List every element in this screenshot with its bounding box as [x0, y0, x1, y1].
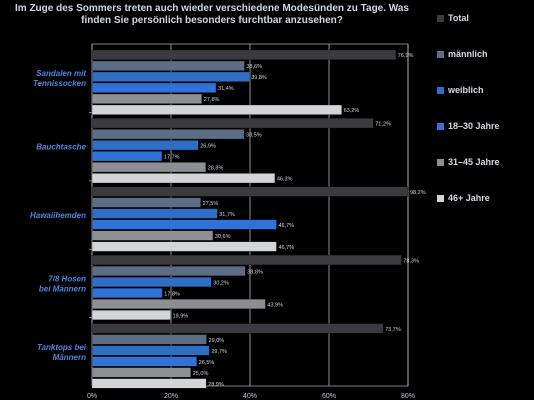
bar-1-0 — [91, 60, 245, 71]
legend-label: weiblich — [448, 85, 484, 95]
legend-swatch — [437, 86, 444, 94]
legend-item: Total — [437, 12, 500, 24]
legend-swatch — [437, 158, 444, 166]
category-label: Tennissocken — [33, 79, 86, 88]
chart-title: Im Zuge des Sommers treten auch wieder v… — [15, 3, 409, 26]
data-label: 30,6% — [215, 234, 231, 240]
bar-4-0 — [91, 93, 202, 104]
data-label: 31,7% — [219, 212, 235, 218]
legend-item: männlich — [437, 48, 500, 60]
data-label: 38,5% — [246, 133, 262, 139]
legend-label: 31–45 Jahre — [448, 157, 500, 167]
category-label: Tanktops bei — [37, 343, 87, 352]
data-label: 28,9% — [208, 382, 224, 388]
legend-label: 46+ Jahre — [448, 193, 490, 203]
bar-3-2 — [91, 219, 277, 230]
legend-label: Total — [448, 13, 469, 23]
data-label: 17,8% — [164, 291, 180, 297]
bar-4-3 — [91, 299, 266, 309]
bar-0-0 — [91, 49, 396, 60]
bar-5-4 — [91, 378, 207, 389]
bar-3-3 — [91, 288, 163, 298]
legend-label: männlich — [448, 49, 488, 59]
bar-4-2 — [91, 230, 214, 241]
legend-item: 18–30 Jahre — [437, 120, 500, 132]
data-label: 46,3% — [277, 177, 293, 183]
x-tick-label: 0% — [87, 393, 97, 400]
data-label: 63,2% — [344, 108, 360, 114]
bar-0-1 — [91, 118, 374, 129]
bar-2-3 — [91, 277, 212, 287]
legend-item: 46+ Jahre — [437, 192, 500, 204]
bar-1-3 — [91, 266, 246, 276]
category-label: 7/8 Hosen — [48, 274, 86, 283]
bar-5-3 — [91, 310, 171, 320]
data-label: 19,9% — [173, 313, 189, 319]
bar-5-0 — [91, 104, 342, 115]
x-tick-label: 60% — [322, 393, 336, 400]
data-label: 73,7% — [385, 327, 401, 333]
bar-0-4 — [91, 323, 384, 334]
data-label: 31,4% — [218, 86, 234, 92]
data-label: 46,7% — [278, 223, 294, 229]
category-label: Bauchtasche — [36, 143, 86, 152]
bar-2-1 — [91, 140, 199, 151]
bar-2-2 — [91, 208, 218, 219]
bar-0-2 — [91, 186, 409, 197]
bar-1-4 — [91, 334, 207, 345]
x-tick-label: 80% — [401, 393, 415, 400]
data-label: 39,8% — [251, 75, 267, 81]
data-label: 46,7% — [278, 245, 294, 251]
data-label: 71,2% — [375, 122, 391, 128]
bar-2-4 — [91, 345, 210, 356]
chart-legend: Total männlich weiblich 18–30 Jahre 31–45 Ja… — [437, 12, 500, 228]
bar-5-1 — [91, 173, 276, 184]
legend-item: 31–45 Jahre — [437, 156, 500, 168]
data-label: 43,9% — [267, 302, 283, 308]
bar-2-0 — [91, 71, 250, 82]
bar-0-3 — [91, 255, 402, 265]
legend-swatch — [437, 194, 444, 202]
bar-1-1 — [91, 129, 245, 140]
bar-4-4 — [91, 367, 191, 378]
data-label: 98,2% — [410, 190, 426, 196]
data-label: 25,0% — [193, 371, 209, 377]
bar-3-4 — [91, 356, 197, 367]
data-label: 29,7% — [211, 349, 227, 355]
data-label: 76,9% — [398, 53, 414, 59]
bar-4-1 — [91, 162, 206, 173]
data-label: 17,7% — [164, 155, 180, 161]
legend-swatch — [437, 14, 444, 22]
legend-item: weiblich — [437, 84, 500, 96]
bar-1-2 — [91, 197, 201, 208]
category-label: Sandalen mit — [36, 69, 86, 78]
legend-label: 18–30 Jahre — [448, 121, 500, 131]
category-label: Männern — [53, 353, 86, 362]
bar-3-1 — [91, 151, 163, 162]
legend-swatch — [437, 122, 444, 130]
data-label: 26,5% — [199, 360, 215, 366]
data-label: 78,3% — [403, 258, 419, 264]
category-label: bei Männern — [39, 284, 86, 293]
x-tick-label: 20% — [164, 393, 178, 400]
x-tick-label: 40% — [243, 393, 257, 400]
data-label: 28,8% — [208, 166, 224, 172]
bar-5-2 — [91, 241, 277, 252]
data-label: 27,5% — [203, 201, 219, 207]
bar-3-0 — [91, 82, 217, 93]
data-label: 26,9% — [200, 144, 216, 150]
data-label: 38,6% — [246, 64, 262, 70]
category-label: Hawaiihemden — [30, 211, 86, 220]
data-label: 38,8% — [247, 269, 263, 275]
data-label: 27,8% — [204, 97, 220, 103]
data-label: 29,0% — [209, 338, 225, 344]
legend-swatch — [437, 50, 444, 58]
data-label: 30,2% — [213, 280, 229, 286]
